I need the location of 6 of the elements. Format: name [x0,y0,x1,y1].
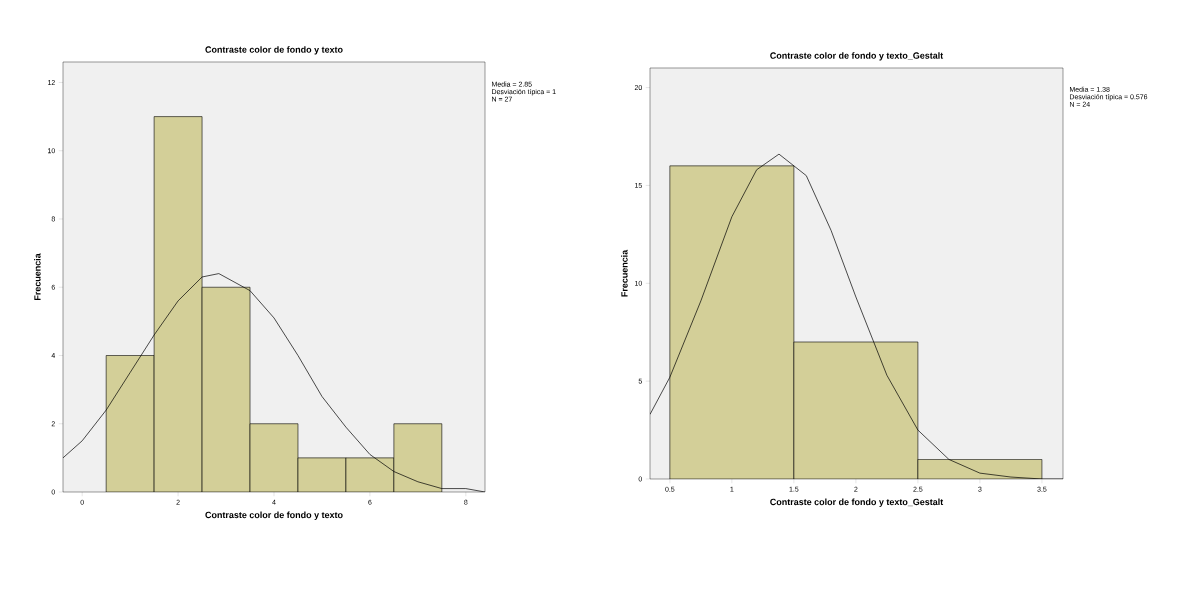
y-axis-title: Frecuencia [621,249,628,297]
x-axis-title: Contraste color de fondo y texto_Gestalt [770,498,944,507]
chart-title: Contraste color de fondo y texto_Gestalt [770,52,944,61]
chart-title: Contraste color de fondo y texto [205,46,343,55]
x-axis-title: Contraste color de fondo y texto [205,511,343,520]
y-axis-title: Frecuencia [34,253,41,301]
